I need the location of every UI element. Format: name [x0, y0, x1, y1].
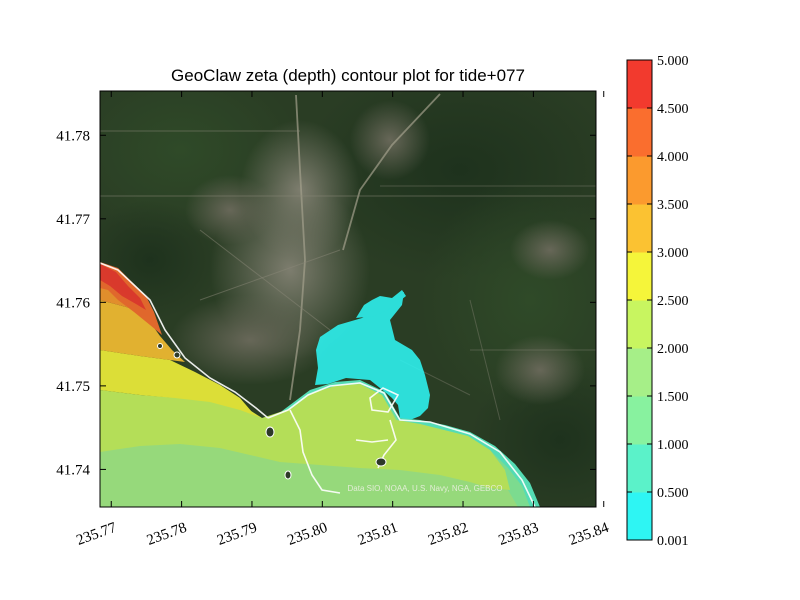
- y-tick-label: 41.74: [56, 462, 90, 478]
- colorbar-segment: [627, 156, 652, 205]
- colorbar-label: 3.500: [657, 198, 689, 213]
- colorbar-label: 2.500: [657, 294, 689, 309]
- contour-fill-3p000: [100, 300, 185, 362]
- colorbar-segment: [627, 204, 652, 253]
- colorbar-segment: [627, 348, 652, 397]
- y-axis: 41.74 41.75 41.76 41.77 41.78: [56, 128, 596, 478]
- colorbar-segment: [627, 300, 652, 349]
- contour-fill-2p000: [100, 384, 510, 490]
- contour-fills: [100, 262, 540, 507]
- chart-title: GeoClaw zeta (depth) contour plot for ti…: [171, 66, 525, 85]
- colorbar-label: 0.500: [657, 486, 689, 501]
- colorbar-label: 0.001: [657, 534, 689, 549]
- map-credit: Data SIO, NOAA, U.S. Navy, NGA, GEBCO: [348, 484, 503, 493]
- colorbar-segment: [627, 492, 652, 541]
- contour-fill-0p001: [315, 292, 430, 420]
- contour-fill-creek: [356, 290, 406, 318]
- y-tick-label: 41.76: [56, 295, 90, 311]
- colorbar-label: 1.500: [657, 390, 689, 405]
- colorbar: 0.001 0.500 1.000 1.500 2.000 2.500 3.000 3.500…: [626, 54, 689, 549]
- colorbar-label: 2.000: [657, 342, 689, 357]
- colorbar-label: 5.000: [657, 54, 689, 69]
- colorbar-segment: [627, 396, 652, 445]
- x-tick-label: 235.77: [74, 520, 119, 549]
- colorbar-segment: [627, 108, 652, 157]
- y-tick-label: 41.78: [56, 128, 90, 144]
- x-tick-label: 235.83: [497, 520, 541, 549]
- x-tick-label: 235.80: [285, 520, 329, 549]
- x-tick-label: 235.78: [145, 520, 189, 549]
- colorbar-segment: [627, 60, 652, 109]
- plot-area: Data SIO, NOAA, U.S. Navy, NGA, GEBCO: [100, 91, 596, 507]
- colorbar-label: 4.000: [657, 150, 689, 165]
- islands: [157, 343, 387, 480]
- colorbar-segment: [627, 252, 652, 301]
- satellite-background: [100, 91, 596, 507]
- contour-fill-4p500: [100, 264, 146, 310]
- colorbar-label: 3.000: [657, 246, 689, 261]
- colorbar-segment: [627, 444, 652, 493]
- x-tick-label: 235.82: [426, 520, 470, 549]
- contour-fill-2p500: [100, 350, 262, 418]
- x-tick-label: 235.84: [567, 520, 612, 549]
- x-tick-label: 235.81: [356, 520, 400, 549]
- colorbar-label: 4.500: [657, 102, 689, 117]
- y-tick-label: 41.75: [56, 379, 90, 395]
- plot-frame: [99, 90, 597, 508]
- y-tick-label: 41.77: [56, 212, 90, 228]
- contour-fill-1p500: [100, 440, 518, 507]
- x-tick-label: 235.79: [215, 520, 259, 549]
- colorbar-label: 1.000: [657, 438, 689, 453]
